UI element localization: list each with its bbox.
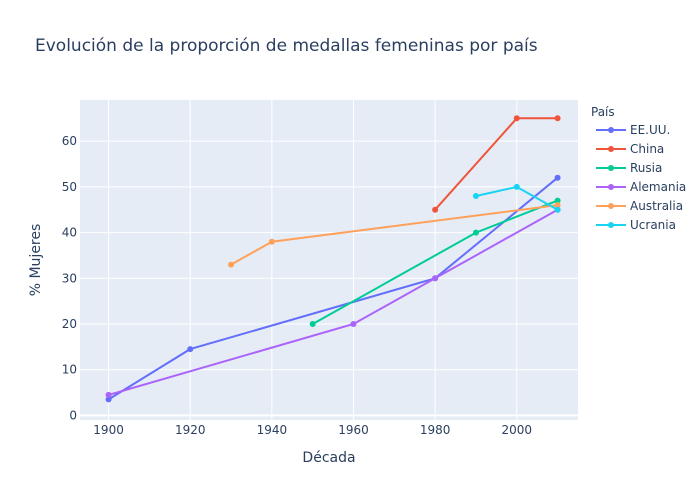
y-tick-label: 20 [62, 317, 77, 331]
data-point-rusia [554, 197, 561, 204]
y-tick-label: 30 [62, 271, 77, 285]
data-point-ee-uu [187, 346, 194, 353]
x-tick-label: 1900 [93, 423, 124, 437]
legend-marker [608, 222, 614, 228]
y-tick-label: 50 [62, 180, 77, 194]
data-point-australia [268, 238, 275, 245]
legend-label: EE.UU. [630, 123, 670, 137]
legend-item-ee-uu[interactable]: EE.UU. [596, 123, 670, 137]
data-point-china [513, 115, 520, 122]
gridlines [80, 100, 578, 420]
y-tick-label: 10 [62, 363, 77, 377]
x-tick-label: 2000 [501, 423, 532, 437]
data-point-china [432, 206, 439, 213]
legend-item-ucrania[interactable]: Ucrania [596, 218, 676, 232]
x-tick-label: 1920 [175, 423, 206, 437]
legend: País EE.UU. China Rusia Alemania Australia Uc… [591, 105, 686, 232]
data-point-ee-uu [105, 396, 112, 403]
legend-label: Rusia [630, 161, 662, 175]
data-point-rusia [309, 321, 316, 327]
legend-label: China [630, 142, 664, 156]
legend-marker [608, 203, 614, 209]
data-point-ucrania [513, 183, 520, 190]
data-point-ucrania [472, 193, 479, 199]
data-point-alemania [432, 275, 439, 282]
series-lines [105, 115, 561, 403]
x-tick-label: 1960 [338, 423, 369, 437]
chart-title: Evolución de la proporción de medallas f… [35, 36, 538, 56]
legend-label: Alemania [630, 180, 686, 194]
legend-item-australia[interactable]: Australia [596, 199, 683, 213]
legend-label: Australia [630, 199, 683, 213]
x-axis-title: Década [302, 450, 355, 466]
legend-item-alemania[interactable]: Alemania [596, 180, 686, 194]
legend-marker [608, 165, 614, 171]
y-tick-label: 0 [69, 408, 77, 422]
series-line-alemania [108, 208, 559, 396]
y-axis-ticks: 0 10 20 30 40 50 60 [62, 134, 77, 422]
data-point-alemania [105, 391, 112, 398]
data-point-australia [554, 202, 561, 209]
data-point-rusia [472, 229, 479, 236]
data-point-ucrania [554, 206, 561, 213]
series-line-ee-uu [108, 176, 559, 401]
x-tick-label: 1980 [420, 423, 451, 437]
data-point-alemania [350, 321, 357, 327]
data-point-australia [228, 261, 235, 268]
data-point-ee-uu [554, 174, 561, 181]
y-tick-label: 60 [62, 134, 77, 148]
y-tick-label: 40 [62, 226, 77, 240]
legend-item-rusia[interactable]: Rusia [596, 161, 662, 175]
y-axis-title: % Mujeres [28, 224, 44, 297]
legend-title: País [591, 105, 615, 119]
legend-label: Ucrania [630, 218, 676, 232]
x-axis-ticks: 1900 1920 1940 1960 1980 2000 [93, 423, 532, 437]
legend-item-china[interactable]: China [596, 142, 664, 156]
legend-marker [608, 146, 614, 152]
legend-marker [608, 127, 614, 133]
data-point-china [554, 115, 561, 122]
x-tick-label: 1940 [257, 423, 288, 437]
legend-marker [608, 184, 614, 190]
